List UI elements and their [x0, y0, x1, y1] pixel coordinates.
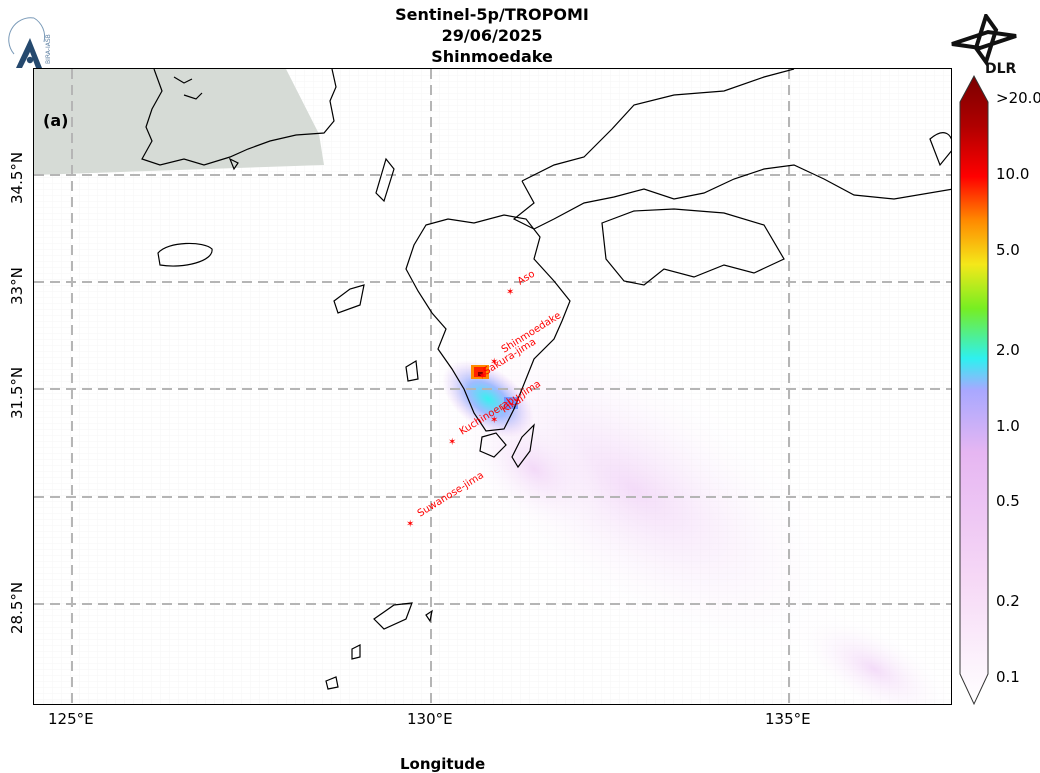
colorbar-gradient	[959, 74, 989, 706]
coast-tsushima	[375, 157, 395, 203]
cbar-label-0.5: 0.5	[996, 492, 1020, 510]
lat-label-33: 33°N	[8, 267, 26, 305]
coast-yakushima	[479, 432, 507, 458]
x-axis-title: Longitude	[400, 755, 486, 773]
title-volcano: Shinmoedake	[431, 47, 553, 66]
coast-tanegashima	[511, 423, 535, 469]
dlr-wordmark: DLR	[985, 61, 1017, 76]
so2-plume-secondary	[504, 397, 518, 409]
marker-kikai: ✶	[490, 415, 498, 426]
so2-swath-southeast	[793, 612, 951, 704]
colorbar	[959, 74, 989, 706]
cbar-label-max: >20.0	[996, 89, 1040, 107]
title-date: 29/06/2025	[441, 26, 543, 45]
coast-tokunoshima	[351, 644, 361, 660]
coast-koshiki	[405, 360, 419, 382]
map-panel: ✶ ✶ ✶ ✶ ✶ ✶ Aso Shinmoedake Sakura-jima …	[33, 68, 952, 705]
title-instrument: Sentinel-5p/TROPOMI	[395, 5, 589, 24]
coast-honshu-north	[521, 69, 795, 182]
so2-plume-core	[442, 360, 534, 438]
dlr-logo: DLR	[951, 14, 1017, 76]
marker-shinmoedake: ✶	[490, 357, 498, 368]
marker-suwanose-jima: ✶	[406, 519, 414, 530]
panel-label: (a)	[43, 111, 69, 130]
cbar-label-0.1: 0.1	[996, 668, 1020, 686]
cbar-label-0.2: 0.2	[996, 592, 1020, 610]
marker-aso: ✶	[506, 287, 514, 298]
lon-label-125: 125°E	[48, 710, 94, 728]
coastlines	[141, 69, 951, 690]
coast-korea	[141, 69, 337, 166]
svg-text:BIRA-IASB: BIRA-IASB	[45, 34, 52, 64]
lon-label-130: 130°E	[407, 710, 453, 728]
coast-korea-islet	[228, 157, 239, 171]
coast-jeju	[157, 242, 213, 267]
lat-label-34.5: 34.5°N	[8, 151, 26, 204]
lat-label-28.5: 28.5°N	[8, 581, 26, 634]
coast-goto	[333, 284, 365, 314]
lon-label-135: 135°E	[765, 710, 811, 728]
no-data-region	[34, 69, 324, 175]
cbar-label-1: 1.0	[996, 417, 1020, 435]
cbar-label-10: 10.0	[996, 165, 1030, 183]
coast-korea-islands-2	[183, 92, 203, 100]
coast-kyushu	[405, 214, 571, 432]
graticule	[34, 69, 951, 704]
bira-iasb-logo: BIRA-IASB	[8, 17, 52, 68]
so2-plume-peak-max	[478, 372, 483, 376]
map-title: Sentinel-5p/TROPOMI 29/06/2025 Shinmoeda…	[392, 4, 592, 67]
marker-sakura-jima: ✶	[478, 371, 486, 382]
map-canvas: ✶ ✶ ✶ ✶ ✶ ✶ Aso Shinmoedake Sakura-jima …	[34, 69, 951, 704]
cbar-label-5: 5.0	[996, 241, 1020, 259]
coast-okinoerabu	[325, 676, 339, 690]
marker-kuchinoerabu-jima: ✶	[448, 437, 456, 448]
coast-shikoku	[601, 208, 785, 286]
volcano-markers: ✶ ✶ ✶ ✶ ✶ ✶	[406, 287, 514, 530]
lat-label-31.5: 31.5°N	[8, 366, 26, 419]
coast-korea-islands-1	[173, 76, 193, 84]
coast-amami	[373, 602, 413, 630]
coast-kikai	[425, 609, 433, 623]
coast-noto	[929, 132, 951, 167]
cbar-label-2: 2.0	[996, 341, 1020, 359]
coast-honshu-south	[512, 164, 951, 230]
